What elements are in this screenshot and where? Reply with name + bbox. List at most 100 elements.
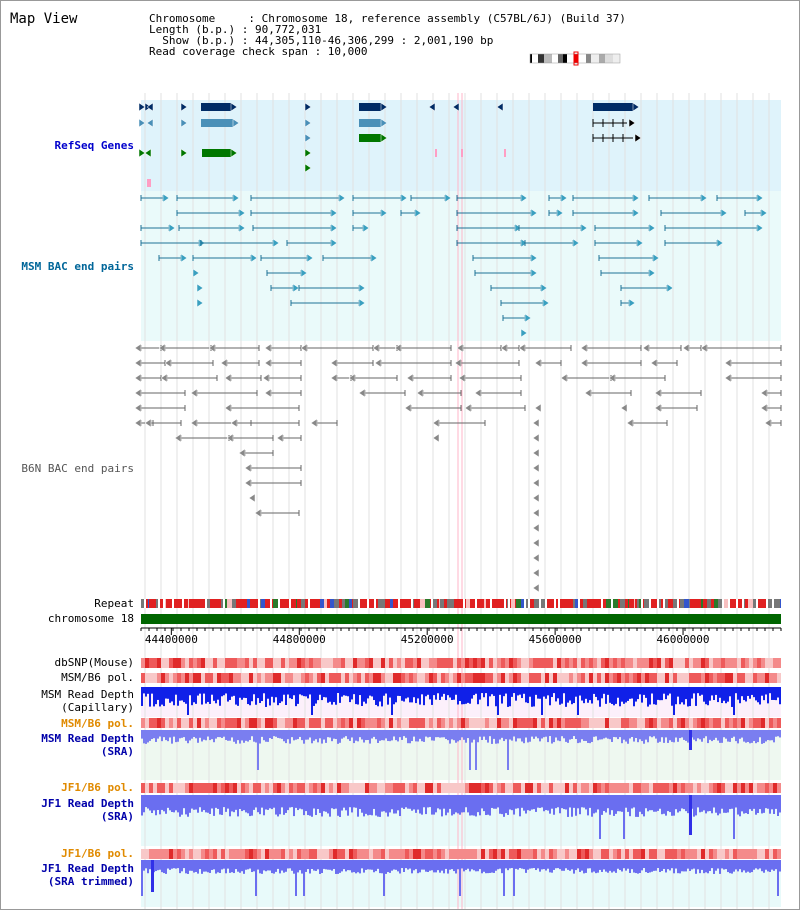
jf1-pol-cell [669, 783, 673, 793]
jf1-depth-sra-bar [173, 795, 175, 813]
track-label-chromosome[interactable]: chromosome 18 [47, 612, 134, 625]
ideogram-band [578, 54, 586, 63]
msm-depth-cap-bar [495, 687, 497, 707]
jf1-pol-cell [301, 849, 305, 859]
msm-depth-sra-bar [161, 730, 163, 742]
track-label-jf1-pol-1[interactable]: JF1/B6 pol. [61, 781, 134, 794]
jf1-pol-cell [653, 783, 657, 793]
jf1-pol-cell [173, 783, 177, 793]
msm-pol-cell [229, 673, 233, 683]
jf1-depth-trim-bar [525, 860, 527, 873]
track-label-refseq[interactable]: RefSeq Genes [54, 139, 134, 152]
jf1-depth-sra-bar [571, 795, 573, 817]
msm-depth-sra-bar [601, 730, 603, 740]
msm-depth-cap-bar [755, 687, 757, 701]
track-label-msm-bac[interactable]: MSM BAC end pairs [21, 260, 134, 273]
jf1-depth-sra-bar [753, 795, 755, 809]
msm-pol-cell [517, 718, 521, 728]
msm-pol-cell [249, 673, 253, 683]
msm-depth-sra-bar [709, 730, 711, 740]
jf1-depth-trim-bar [211, 860, 213, 870]
jf1-depth-sra-bar [269, 795, 271, 809]
jf1-pol-cell [713, 849, 717, 859]
jf1-depth-sra-bar [705, 795, 707, 814]
msm-depth-cap-bar [703, 687, 705, 702]
msm-depth-cap-bar [263, 687, 265, 694]
jf1-pol-cell [205, 783, 209, 793]
track-label-msm-depth-sra[interactable]: MSM Read Depth (SRA) [41, 732, 134, 758]
msm-depth-sra-bar [193, 730, 195, 737]
repeat-element [637, 599, 639, 608]
track-label-msm-pol-2[interactable]: MSM/B6 pol. [61, 717, 134, 730]
msm-depth-cap-bar [489, 687, 491, 697]
track-label-dbsnp[interactable]: dbSNP(Mouse) [54, 656, 134, 669]
msm-depth-cap-bar [733, 687, 735, 715]
msm-depth-sra-bar [309, 730, 311, 738]
jf1-depth-sra-bar [413, 795, 415, 810]
jf1-pol-cell [153, 783, 157, 793]
track-label-b6n-bac[interactable]: B6N BAC end pairs [21, 462, 134, 475]
msm-bac-end [330, 238, 338, 248]
msm-depth-cap-bar [769, 687, 771, 694]
msm-depth-cap-bar [213, 687, 215, 701]
track-label-jf1-depth-trimmed[interactable]: JF1 Read Depth (SRA trimmed) [41, 862, 134, 888]
msm-pol-cell [421, 673, 425, 683]
dbsnp-density-cell [317, 658, 321, 668]
repeat-element [160, 599, 163, 608]
msm-pol-cell [353, 673, 357, 683]
msm-depth-sra-bar [149, 730, 151, 741]
jf1-pol-cell [249, 783, 253, 793]
track-label-msm-depth-capillary[interactable]: MSM Read Depth (Capillary) [41, 688, 134, 714]
msm-depth-cap-bar [351, 687, 353, 700]
track-label-jf1-pol-2[interactable]: JF1/B6 pol. [61, 847, 134, 860]
jf1-pol-cell [425, 849, 429, 859]
msm-pol-cell [141, 673, 145, 683]
jf1-pol-cell [697, 849, 701, 859]
track-label-repeat[interactable]: Repeat [94, 597, 134, 610]
msm-pol-cell [421, 718, 425, 728]
msm-depth-sra-bar [759, 730, 761, 738]
jf1-depth-trim-bar [723, 860, 725, 870]
msm-depth-cap-bar [701, 687, 703, 695]
msm-depth-cap-bar [159, 687, 161, 707]
jf1-pol-cell [481, 783, 485, 793]
jf1-depth-sra-bar [469, 795, 471, 816]
jf1-pol-cell [665, 783, 669, 793]
msm-depth-sra-bar [199, 730, 201, 738]
jf1-depth-trim-bar [665, 860, 667, 873]
dbsnp-density-cell [201, 658, 205, 668]
msm-bac-end [292, 283, 300, 293]
jf1-depth-sra-bar [545, 795, 547, 811]
track-label-msm-pol-1[interactable]: MSM/B6 pol. [61, 671, 134, 684]
msm-pol-cell [729, 673, 733, 683]
msm-pol-cell [437, 718, 441, 728]
jf1-depth-trim-bar [203, 860, 205, 872]
repeat-element [149, 599, 152, 608]
jf1-pol-cell [557, 783, 561, 793]
msm-depth-sra-bar [297, 730, 299, 740]
msm-pol-cell [577, 673, 581, 683]
msm-depth-sra-bar [677, 730, 679, 742]
msm-depth-sra-bar [489, 730, 491, 737]
jf1-depth-sra-bar [199, 795, 201, 808]
jf1-depth-sra-bar [187, 795, 189, 817]
repeat-element [560, 599, 563, 608]
jf1-pol-cell [461, 849, 465, 859]
repeat-element [168, 599, 172, 608]
refseq-gene-block [201, 103, 231, 111]
msm-depth-sra-bar [375, 730, 377, 740]
axis-tick-label: 45600000 [528, 633, 582, 646]
msm-pol-cell [553, 673, 557, 683]
refseq-gene-arrow [304, 118, 312, 128]
jf1-pol-cell [537, 783, 541, 793]
jf1-depth-trim-bar [349, 860, 351, 871]
jf1-depth-sra-bar [751, 795, 753, 811]
jf1-depth-sra-bar [527, 795, 529, 811]
track-label-jf1-depth-sra[interactable]: JF1 Read Depth (SRA) [41, 797, 134, 823]
msm-bac-end [358, 283, 366, 293]
jf1-depth-trim-bar [265, 860, 267, 872]
msm-depth-sra-bar [727, 730, 729, 742]
msm-depth-cap-bar [463, 687, 465, 705]
dbsnp-density-cell [553, 658, 557, 668]
jf1-pol-cell [765, 849, 769, 859]
